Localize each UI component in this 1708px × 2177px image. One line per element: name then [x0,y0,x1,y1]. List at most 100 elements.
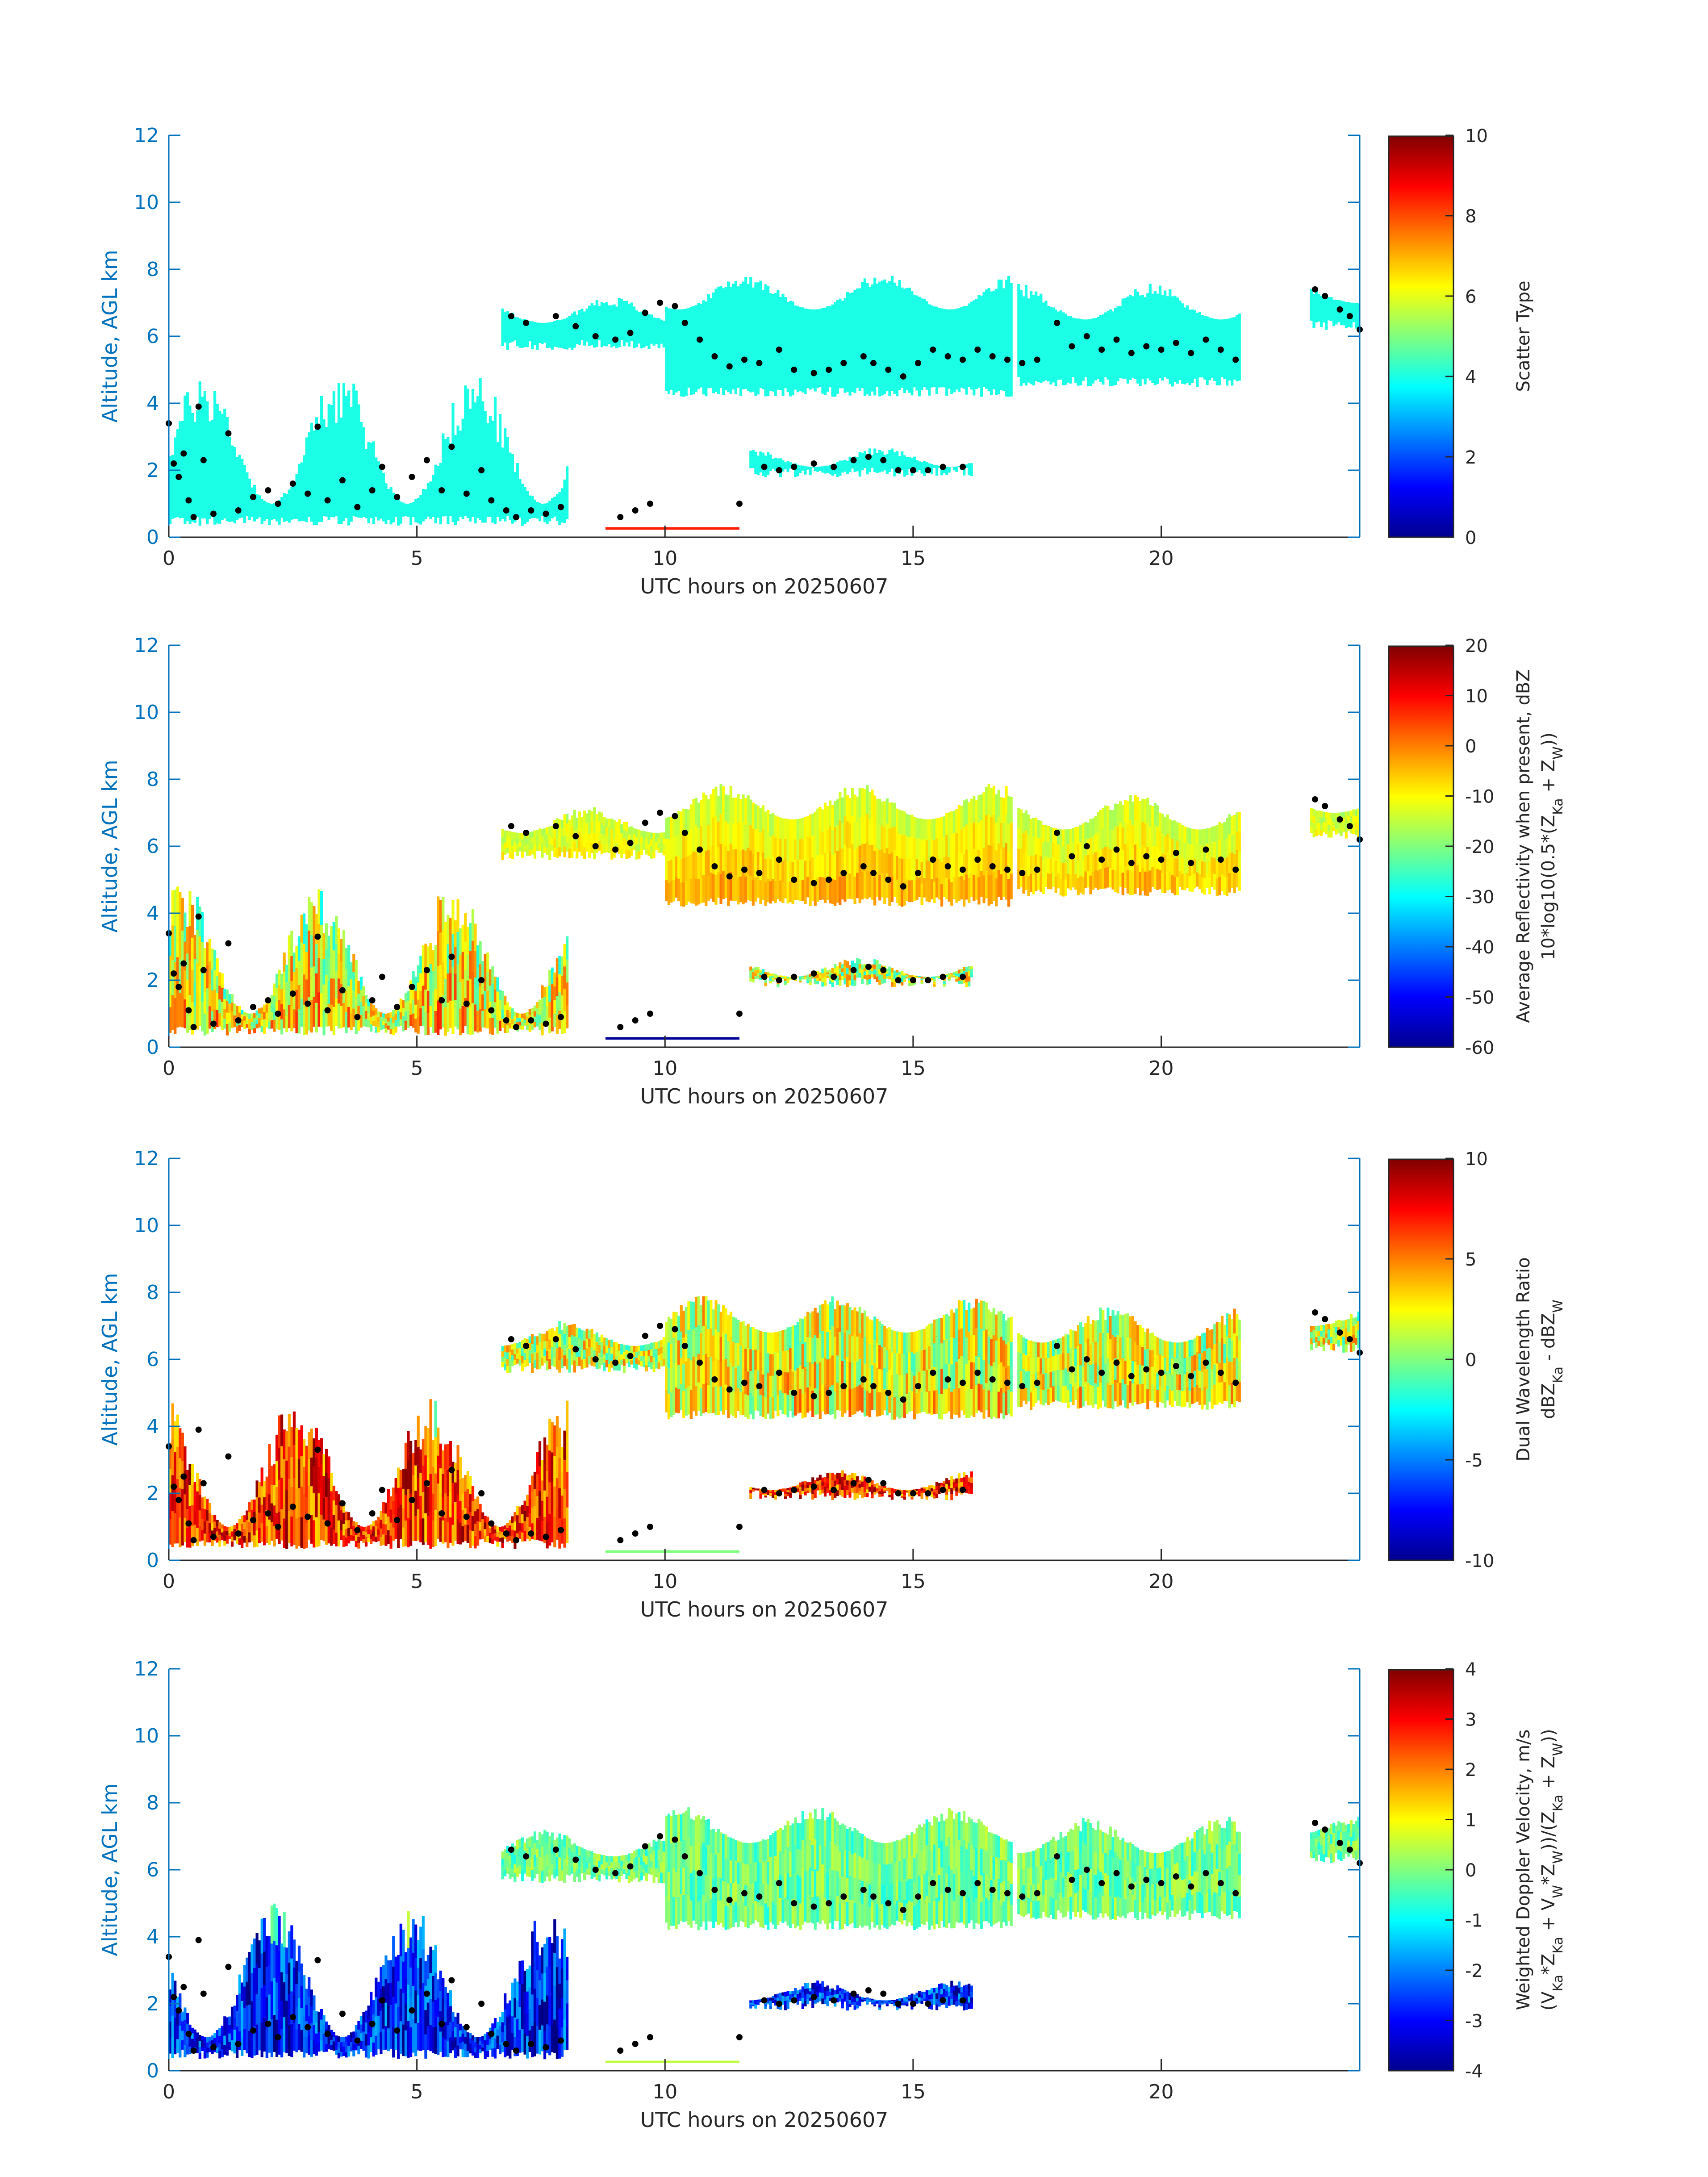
echo-cell [786,302,789,325]
echo-cell [484,467,487,495]
echo-cell [670,881,673,903]
echo-cell [216,463,219,494]
cloud-top-marker [860,863,867,869]
echo-cell [1086,855,1090,872]
echo-cell [533,851,536,859]
echo-cell [1208,349,1211,365]
echo-cell [179,445,182,470]
echo-cell [667,351,670,373]
echo-cell [387,1013,390,1018]
cloud-top-marker [960,974,966,980]
echo-cell [1193,344,1196,362]
echo-cell [526,340,529,347]
echo-cell [848,823,852,848]
echo-cell [682,331,685,353]
echo-cell [1141,337,1144,359]
echo-cell [426,968,430,991]
echo-field [169,784,1360,1040]
echo-cell [598,314,601,323]
echo-cell [322,959,326,985]
echo-cell [213,950,217,970]
echo-cell [871,817,874,845]
echo-cell [1079,858,1082,876]
echo-cell [1148,827,1152,849]
echo-cell [990,875,993,904]
echo-cell [1335,823,1338,829]
echo-cell [846,847,849,873]
echo-cell [1084,822,1087,839]
echo-cell [761,969,765,972]
echo-cell [1335,306,1338,313]
cloud-top-marker [195,913,202,920]
echo-cell [858,451,861,459]
echo-cell [506,456,509,476]
echo-cell [464,418,467,451]
echo-cell [638,312,641,320]
echo-cell [640,849,643,856]
echo-cell [278,512,281,519]
cloud-top-marker [592,333,599,339]
echo-cell [1171,364,1174,387]
echo-cell [744,850,748,877]
echo-cell [548,506,551,511]
echo-cell [1203,316,1207,332]
echo-cell [761,290,765,315]
echo-cell [1236,315,1239,332]
echo-cell [233,504,236,523]
echo-cell [493,428,497,461]
y-axis-label: Altitude, AGL km [98,760,122,932]
echo-cell [769,976,772,979]
y-tick-label: 8 [146,768,159,791]
echo-cell [387,1017,390,1022]
echo-cell [424,944,427,967]
echo-cell [722,842,725,871]
echo-cell [1097,870,1100,890]
echo-cell [968,802,971,828]
echo-cell [692,350,695,372]
echo-cell [791,882,794,904]
echo-cell [1153,361,1157,385]
echo-cell [1022,853,1025,873]
echo-cell [992,786,995,815]
echo-cell [906,976,909,978]
echo-cell [1144,871,1147,896]
echo-cell [767,974,770,976]
echo-cell [1169,313,1172,337]
echo-cell [176,1414,179,1447]
echo-cell [1099,365,1102,382]
echo-cell [449,479,452,498]
echo-cell [226,417,229,443]
echo-cell [255,513,259,519]
echo-cell [389,1023,393,1029]
echo-cell [729,872,732,901]
echo-cell [523,1022,526,1026]
echo-cell [533,327,536,334]
echo-cell [367,502,370,523]
echo-cell [863,451,866,455]
echo-cell [610,828,614,840]
echo-cell [856,288,859,313]
echo-cell [424,511,427,519]
echo-cell [814,975,817,979]
echo-cell [169,507,172,524]
echo-cell [801,859,804,880]
echo-cell [1121,804,1124,827]
echo-cell [1099,869,1102,889]
echo-cell [692,328,695,351]
echo-cell [1186,873,1189,888]
echo-cell [868,466,872,472]
echo-cell [1325,313,1328,322]
echo-cell [593,846,596,860]
echo-cell [1074,858,1077,874]
echo-cell [588,315,591,326]
echo-cell [759,832,762,857]
echo-cell [444,439,447,459]
echo-cell [474,923,477,951]
echo-cell [1352,302,1355,308]
cloud-top-marker [736,1011,743,1017]
echo-cell [789,462,792,464]
echo-cell [883,978,886,983]
echo-cell [1223,876,1226,895]
echo-cell [858,464,861,471]
echo-cell [1054,876,1057,893]
